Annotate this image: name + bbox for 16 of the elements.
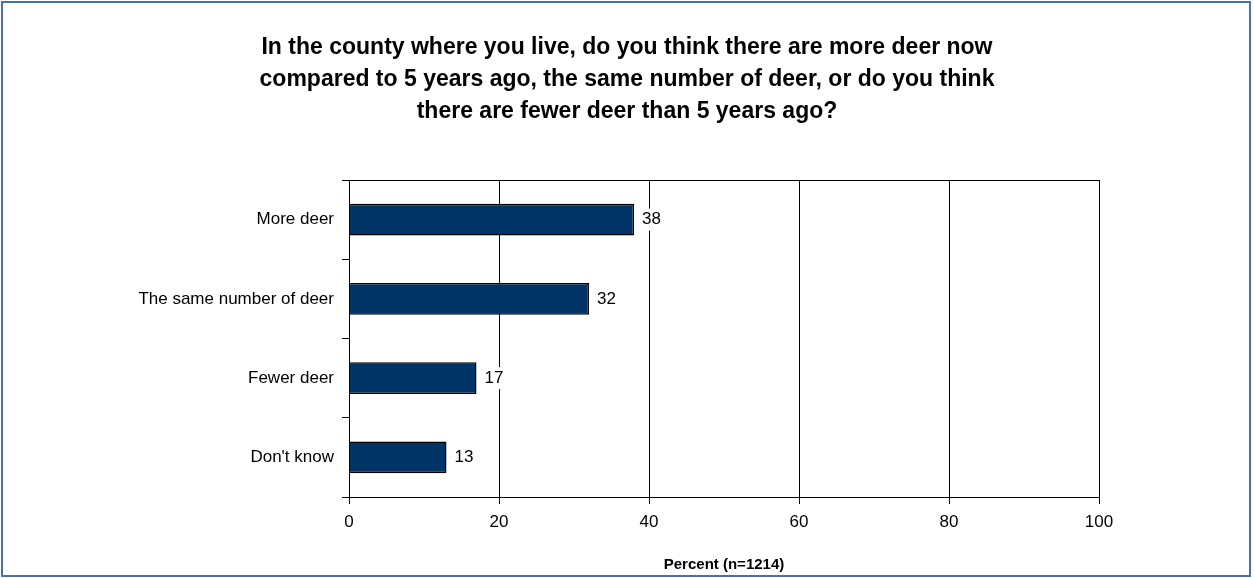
x-tick-label: 80 (939, 511, 959, 531)
y-tick-label: The same number of deer (138, 288, 335, 308)
y-tick-label: Don't know (250, 447, 335, 467)
x-tick-label: 60 (789, 511, 809, 531)
x-tick-label: 20 (489, 511, 509, 531)
y-tick-label: Fewer deer (248, 367, 335, 387)
data-label: 17 (484, 367, 504, 387)
x-axis-title: Percent (n=1214) (663, 555, 785, 573)
x-tick-label: 0 (344, 511, 354, 531)
y-tick-label: More deer (256, 209, 335, 229)
data-label: 38 (642, 209, 661, 229)
data-label: 13 (454, 447, 474, 467)
chart-title: In the county where you live, do you think there are more deer now compared to 5 years ago, the same number of deer, or do you think there are fewer deer than 5 years ago? (258, 32, 996, 125)
data-label: 32 (597, 288, 616, 308)
x-tick-label: 100 (1084, 511, 1114, 531)
x-tick-label: 40 (639, 511, 659, 531)
